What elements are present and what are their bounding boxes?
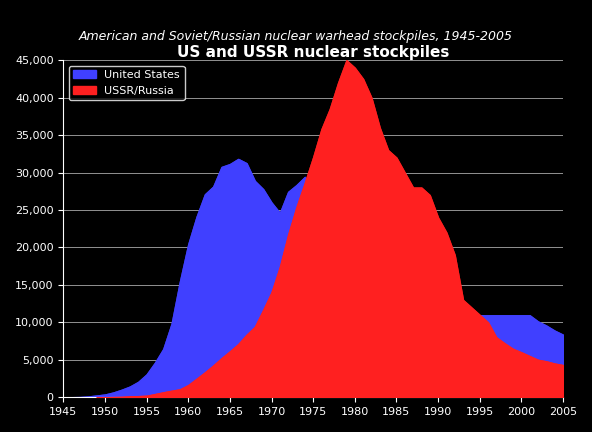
Legend: United States, USSR/Russia: United States, USSR/Russia (69, 66, 185, 100)
Title: US and USSR nuclear stockpiles: US and USSR nuclear stockpiles (177, 45, 449, 60)
Text: American and Soviet/Russian nuclear warhead stockpiles, 1945-2005: American and Soviet/Russian nuclear warh… (79, 30, 513, 43)
